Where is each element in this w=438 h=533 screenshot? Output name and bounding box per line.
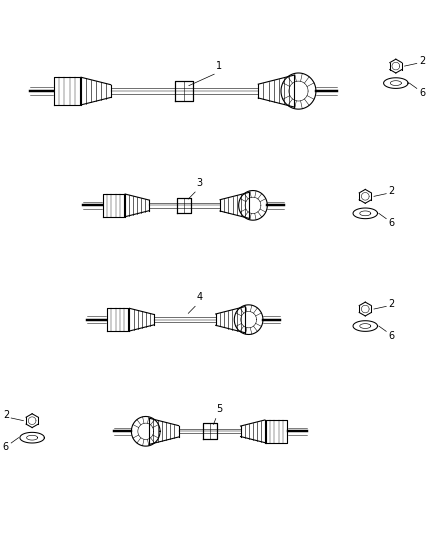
Text: 4: 4	[196, 292, 202, 302]
Text: 2: 2	[3, 410, 9, 421]
Text: 6: 6	[3, 442, 9, 452]
Text: 2: 2	[389, 298, 395, 309]
Text: 6: 6	[419, 87, 425, 98]
Text: 2: 2	[389, 186, 395, 196]
Text: 6: 6	[389, 330, 395, 341]
Text: 5: 5	[216, 404, 222, 414]
Text: 3: 3	[196, 178, 202, 188]
Text: 6: 6	[389, 218, 395, 228]
Text: 1: 1	[216, 61, 222, 71]
Text: 2: 2	[419, 56, 425, 66]
